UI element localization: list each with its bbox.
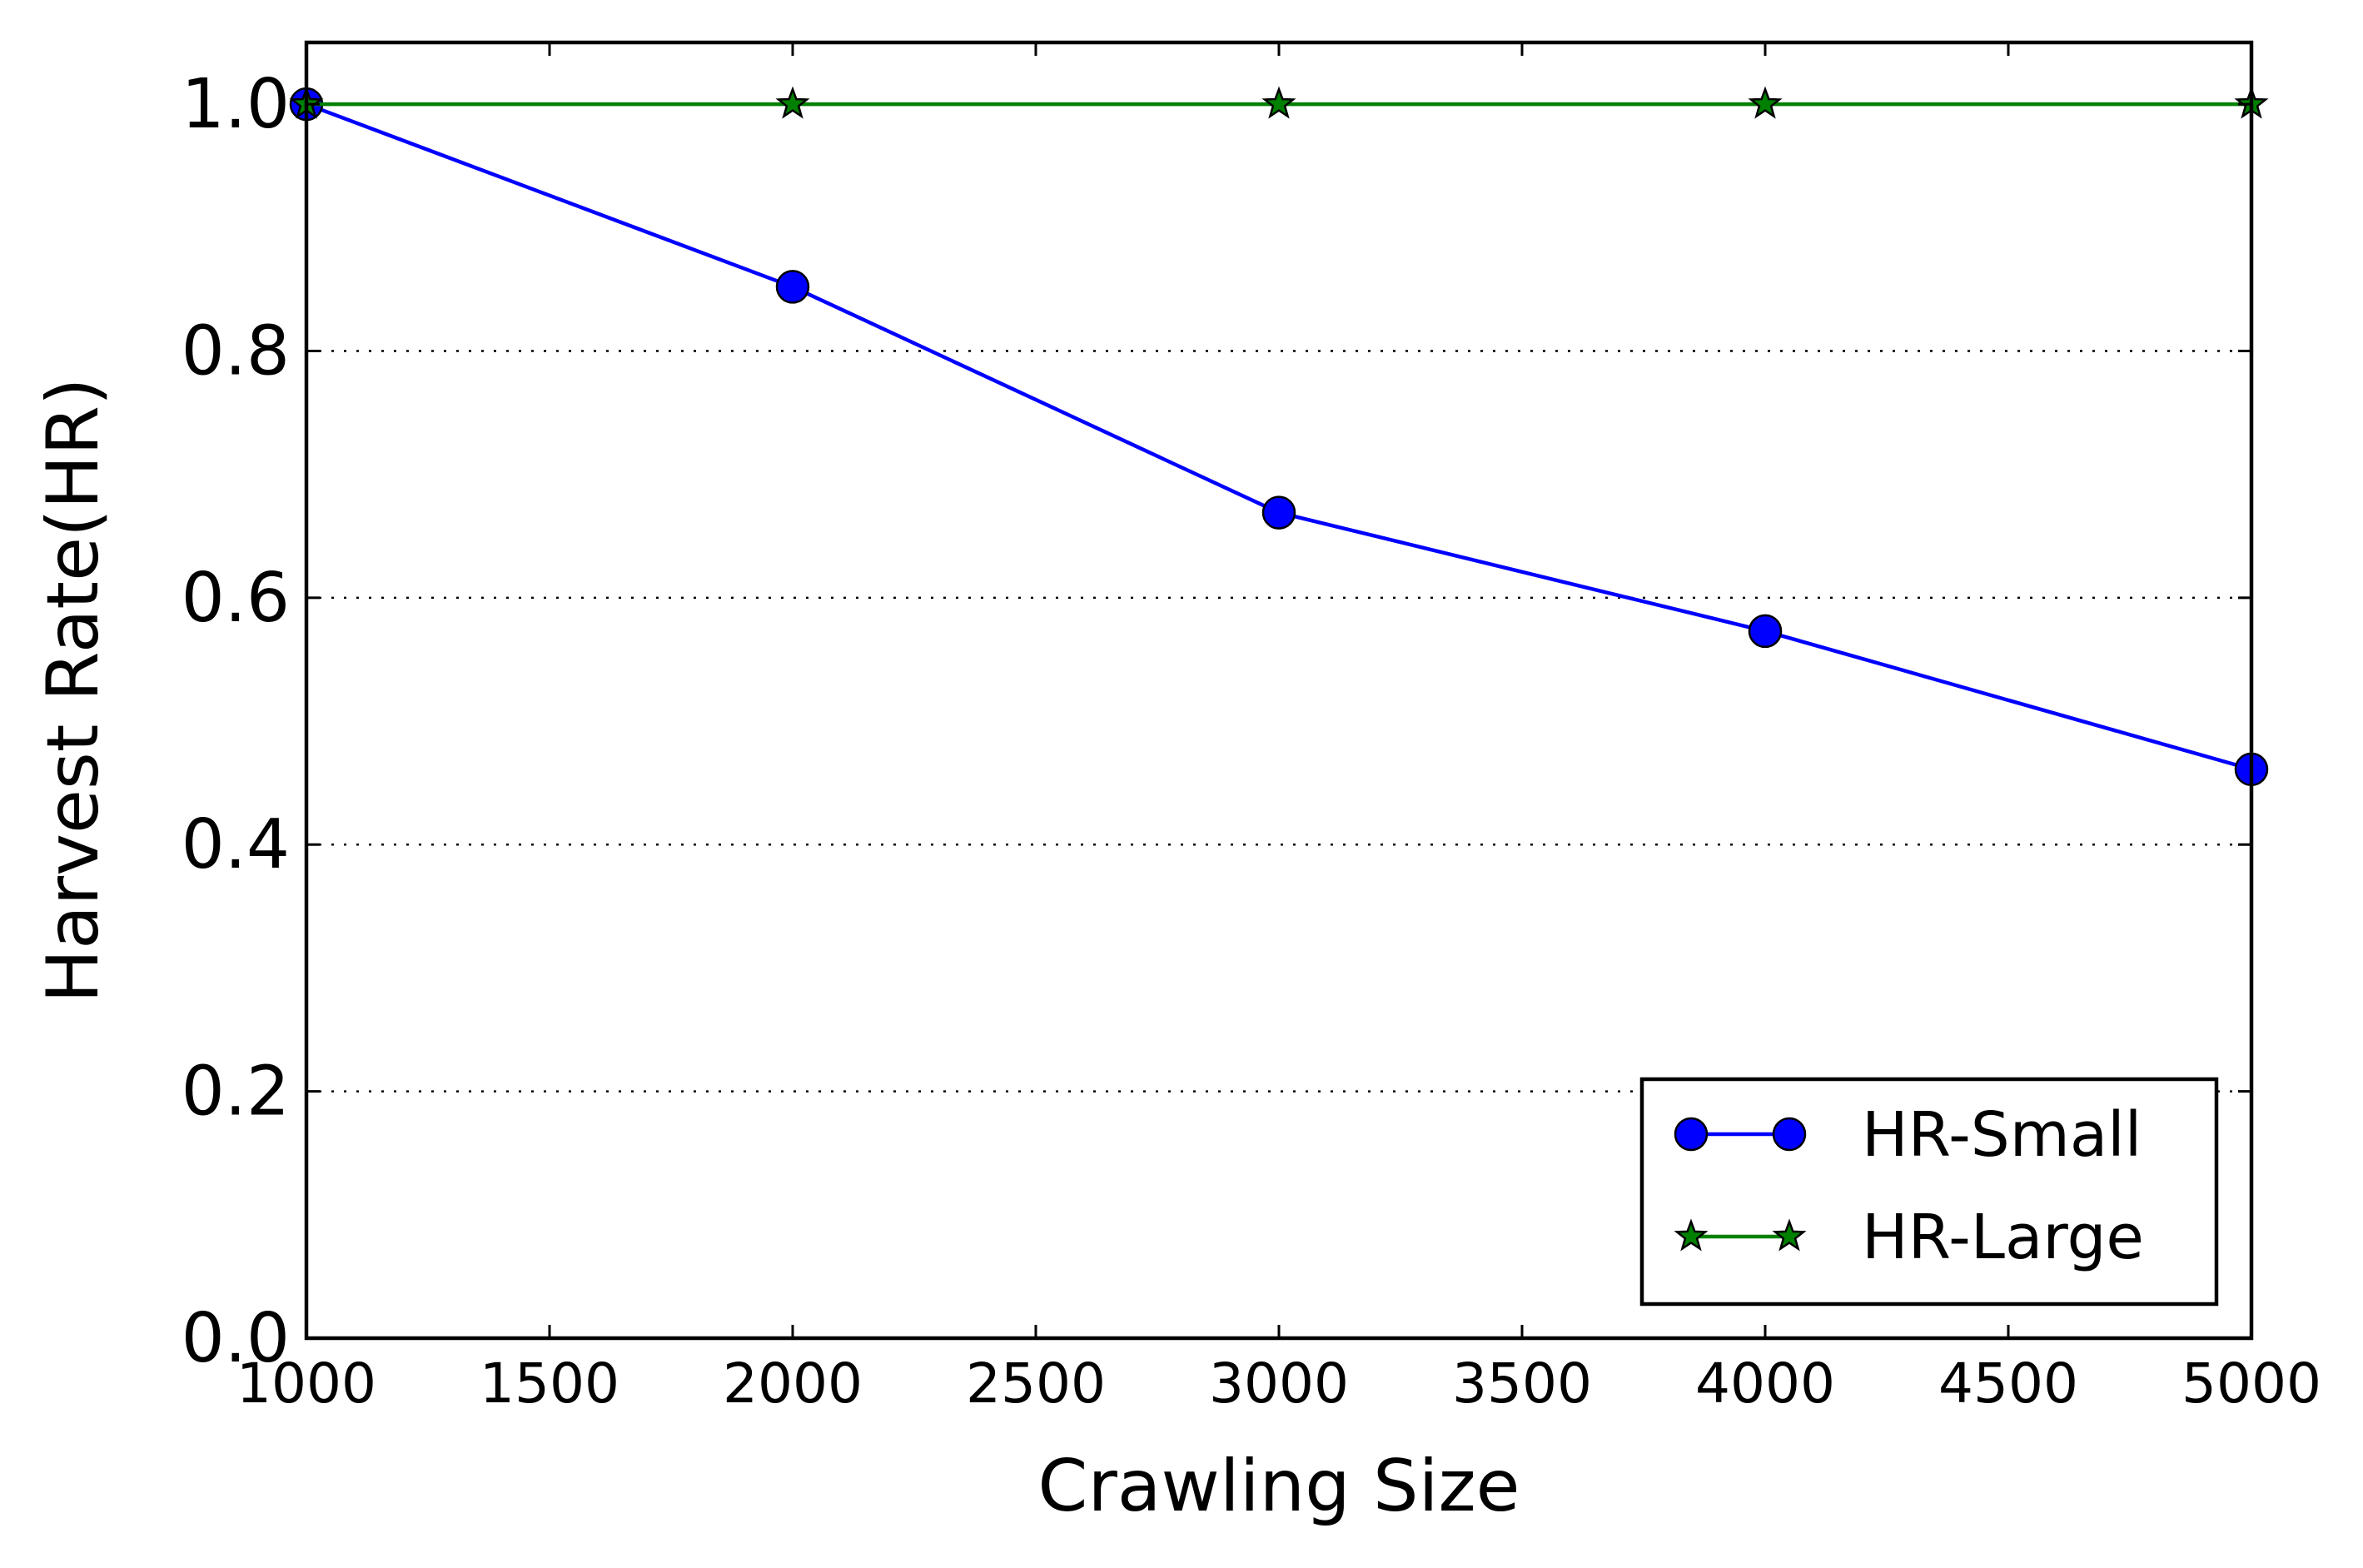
data-point-hr-large xyxy=(1261,86,1296,119)
data-point-hr-small xyxy=(1261,495,1296,530)
data-point-hr-large xyxy=(1748,86,1783,119)
x-tick-label: 4000 xyxy=(1695,1351,1835,1416)
x-axis-label: Crawling Size xyxy=(1037,1445,1520,1528)
data-point-hr-large xyxy=(775,86,810,119)
legend-marker-hr-small xyxy=(1772,1117,1807,1152)
y-tick-label: 1.0 xyxy=(182,65,290,144)
legend-label-hr-large: HR-Large xyxy=(1862,1202,2144,1273)
legend-box xyxy=(1639,1077,2219,1307)
x-tick-label: 5000 xyxy=(2181,1351,2321,1416)
y-tick-label: 0.6 xyxy=(182,559,290,638)
legend-marker-hr-large xyxy=(1772,1218,1807,1252)
y-tick-label: 0.2 xyxy=(182,1053,290,1132)
x-tick-label: 2500 xyxy=(966,1351,1106,1416)
x-tick-label: 4500 xyxy=(1938,1351,2078,1416)
x-tick-label: 1000 xyxy=(236,1351,376,1416)
legend-label-hr-small: HR-Small xyxy=(1862,1099,2142,1171)
data-point-hr-small xyxy=(775,270,810,304)
x-tick-label: 1500 xyxy=(480,1351,619,1416)
y-tick-label: 0.4 xyxy=(182,805,290,884)
y-tick-label: 0.0 xyxy=(182,1299,290,1378)
y-tick-label: 0.8 xyxy=(182,311,290,391)
x-tick-label: 3000 xyxy=(1209,1351,1349,1416)
x-tick-label: 3500 xyxy=(1452,1351,1592,1416)
legend-entries: HR-Small HR-Large xyxy=(1674,1099,2144,1273)
legend-marker-hr-large xyxy=(1674,1218,1709,1252)
legend-marker-hr-small xyxy=(1674,1117,1709,1152)
legend: HR-Small HR-Large xyxy=(1639,1077,2219,1307)
data-point-hr-small xyxy=(1748,614,1783,649)
y-axis-label: Harvest Rate(HR) xyxy=(32,377,115,1003)
x-tick-label: 2000 xyxy=(723,1351,863,1416)
axis-ticks: 0.0 0.2 0.4 0.6 0.8 1.0 1000 1500 2000 2500 3000 35… xyxy=(182,42,2321,1416)
series-layer xyxy=(289,86,2269,787)
